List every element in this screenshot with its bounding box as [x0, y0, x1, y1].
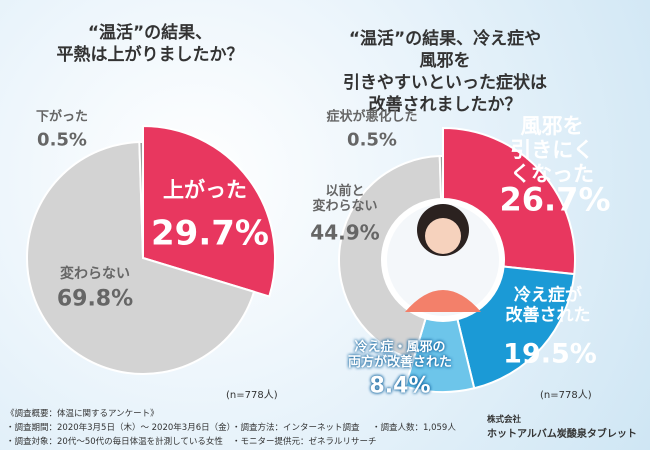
footer-item: ・調査期間：2020年3月5日（木）～ 2020年3月6日（金） [6, 423, 236, 433]
chart-title: “温活”の結果、冷え症や風邪を 引きやすいといった症状は 改善されましたか？ [343, 29, 547, 116]
value-label: 0.5% [347, 129, 397, 151]
sample-note: (n=778人) [226, 390, 278, 401]
slice-label: 変わらない [60, 265, 130, 282]
company: 株式会社 [487, 415, 522, 425]
slice-label: 風邪を 引きにくくなった [510, 113, 594, 187]
value-label: 26.7% [499, 180, 611, 219]
pie-slice [26, 141, 256, 375]
pie-slice [404, 256, 476, 393]
sample-note: (n=778人) [540, 390, 592, 401]
footer-item: ・モニター提供元：ゼネラルリサーチ [232, 437, 377, 447]
footer-item: ・調査対象：20代～50代の毎日体温を計測している女性 [6, 437, 223, 447]
footer-heading: 《調査概要：体温に関するアンケート》 [6, 409, 159, 419]
value-label: 44.9% [310, 220, 380, 245]
slice-label: 冷え症が 改善された [505, 285, 591, 325]
footer-item: ・調査方法：インターネット調査 [232, 423, 360, 433]
slice-label: 症状が悪化した [326, 109, 418, 125]
slice-label: 上がった [163, 177, 247, 202]
value-label: 0.5% [37, 129, 87, 151]
pie-slice [142, 124, 276, 298]
value-label: 8.4% [369, 373, 431, 399]
value-label: 29.7% [151, 213, 269, 254]
slice-label: 冷え症・風邪の 両方が改善された [347, 340, 453, 370]
photo [381, 198, 505, 322]
value-label: 69.8% [56, 286, 134, 312]
value-label: 19.5% [503, 338, 597, 370]
slice-label: 下がった [35, 109, 89, 125]
footer-item: ・調査人数：1,059人 [372, 423, 456, 433]
brand: ホットアルバム炭酸泉タブレット [487, 429, 637, 440]
pie-slice [138, 140, 144, 259]
chart-title: “温活”の結果、 平熱は上がりましたか？ [56, 23, 244, 66]
slice-label: 以前と 変わらない [312, 184, 378, 214]
